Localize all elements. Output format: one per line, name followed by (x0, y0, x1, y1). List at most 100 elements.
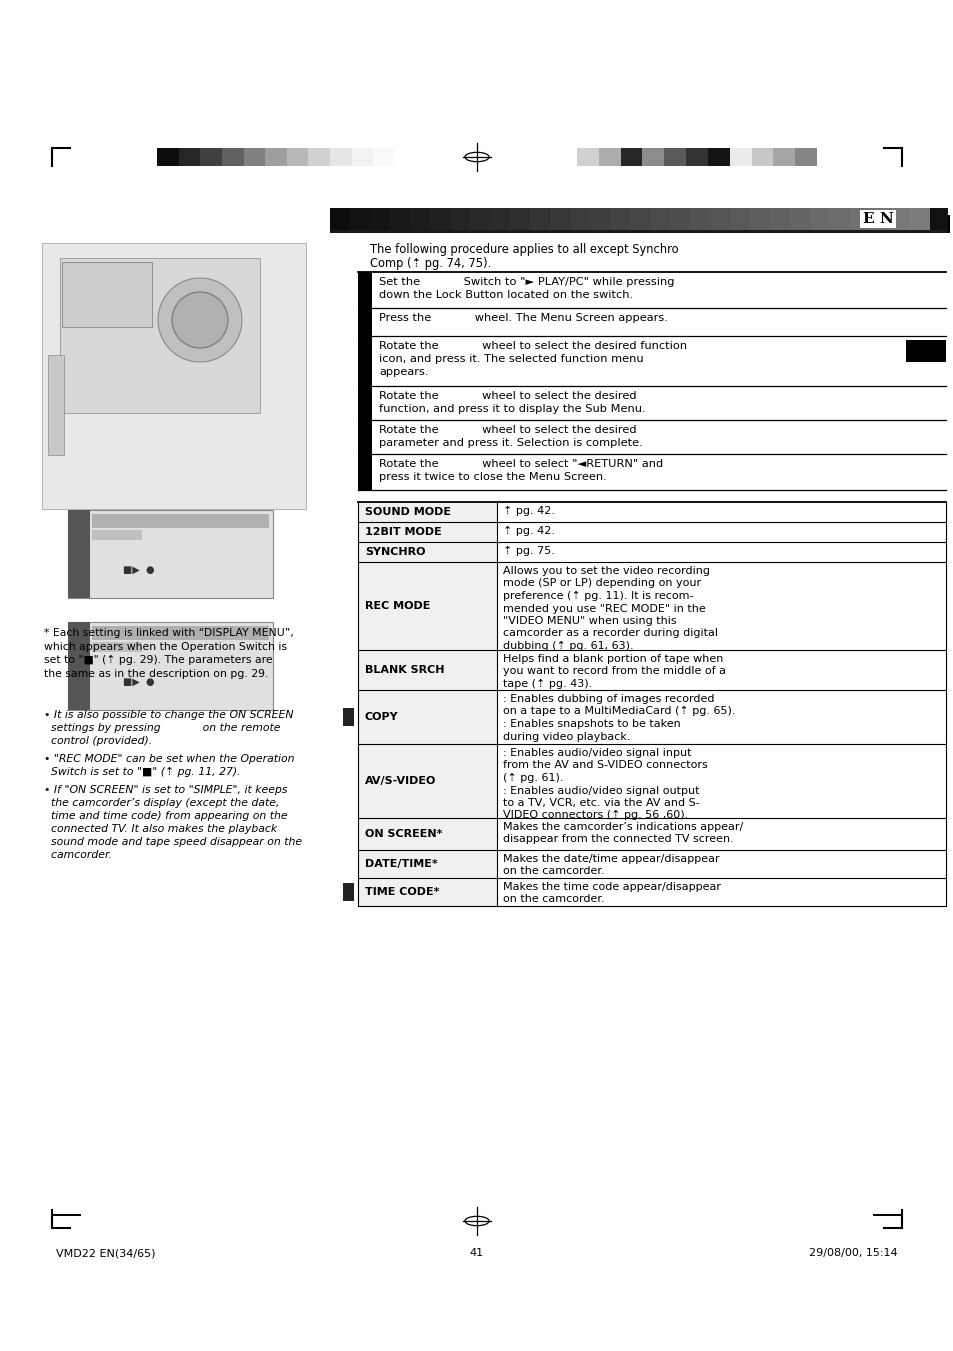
Text: parameter and press it. Selection is complete.: parameter and press it. Selection is com… (378, 438, 642, 449)
Text: DATE/TIME*: DATE/TIME* (365, 859, 437, 869)
Text: down the Lock Button located on the switch.: down the Lock Button located on the swit… (378, 290, 633, 300)
Bar (909, 215, 919, 232)
Bar (330, 215, 947, 232)
Bar (357, 562, 497, 650)
Text: VMD22 EN(34/65): VMD22 EN(34/65) (56, 1248, 155, 1258)
Bar (48, 355, 64, 455)
Bar (829, 208, 849, 230)
Bar (430, 208, 450, 230)
Bar (539, 215, 550, 232)
Bar (620, 149, 642, 166)
Bar (569, 215, 579, 232)
Bar (809, 208, 829, 230)
Bar (450, 215, 459, 232)
Bar (370, 215, 379, 232)
Bar (357, 454, 372, 490)
Bar (91, 642, 142, 653)
Bar (357, 744, 497, 817)
Bar (599, 215, 609, 232)
Bar (373, 149, 395, 166)
Bar (669, 215, 679, 232)
Bar (62, 262, 152, 327)
Text: • It is also possible to change the ON SCREEN: • It is also possible to change the ON S… (44, 711, 294, 720)
Bar (410, 215, 419, 232)
Bar (390, 215, 399, 232)
Text: ⇡ pg. 42.: ⇡ pg. 42. (502, 526, 555, 536)
Bar (729, 149, 751, 166)
Bar (350, 215, 359, 232)
Text: ON SCREEN*: ON SCREEN* (365, 830, 442, 839)
Bar (889, 215, 899, 232)
Bar (439, 215, 450, 232)
Text: from the AV and S-VIDEO connectors: from the AV and S-VIDEO connectors (502, 761, 707, 770)
Bar (343, 708, 354, 725)
Text: time and time code) from appearing on the: time and time code) from appearing on th… (44, 811, 287, 821)
Bar (357, 878, 497, 907)
Bar (357, 420, 372, 454)
Bar (490, 208, 510, 230)
Bar (357, 521, 497, 542)
Bar (68, 621, 273, 711)
Bar (795, 149, 817, 166)
Bar (510, 215, 519, 232)
Bar (470, 215, 479, 232)
Bar (91, 530, 142, 540)
Bar (530, 215, 539, 232)
Bar (659, 215, 669, 232)
Text: SOUND MODE: SOUND MODE (365, 507, 451, 517)
Text: E N: E N (862, 212, 892, 226)
Bar (800, 215, 809, 232)
Text: : Enables dubbing of images recorded: : Enables dubbing of images recorded (502, 694, 714, 704)
Bar (709, 208, 729, 230)
Text: dubbing (⇡ pg. 61, 63).: dubbing (⇡ pg. 61, 63). (502, 640, 633, 651)
Bar (357, 817, 497, 850)
Bar (641, 149, 664, 166)
Bar (919, 215, 929, 232)
Bar (459, 215, 470, 232)
Text: tape (⇡ pg. 43).: tape (⇡ pg. 43). (502, 680, 592, 689)
Bar (598, 149, 620, 166)
Bar (700, 215, 709, 232)
Bar (829, 215, 840, 232)
Text: the camcorder’s display (except the date,: the camcorder’s display (except the date… (44, 798, 279, 808)
Text: : Enables audio/video signal input: : Enables audio/video signal input (502, 748, 691, 758)
Bar (430, 215, 439, 232)
Bar (629, 208, 649, 230)
Text: on a tape to a MultiMediaCard (⇡ pg. 65).: on a tape to a MultiMediaCard (⇡ pg. 65)… (502, 707, 735, 716)
Bar (769, 208, 789, 230)
Bar (359, 215, 370, 232)
Bar (490, 215, 499, 232)
Bar (663, 149, 685, 166)
Text: 41: 41 (470, 1248, 483, 1258)
Bar (530, 208, 550, 230)
Bar (879, 215, 889, 232)
Bar (869, 208, 889, 230)
Text: on the camcorder.: on the camcorder. (502, 894, 604, 905)
Bar (689, 215, 700, 232)
Text: appears.: appears. (378, 367, 428, 377)
Bar (849, 208, 869, 230)
Text: on the camcorder.: on the camcorder. (502, 866, 604, 877)
Text: control (provided).: control (provided). (44, 736, 152, 746)
Bar (889, 208, 909, 230)
Bar (589, 215, 599, 232)
Bar (909, 208, 929, 230)
Text: The following procedure applies to all except Synchro: The following procedure applies to all e… (370, 243, 678, 255)
Bar (370, 208, 390, 230)
Bar (450, 208, 470, 230)
Bar (479, 215, 490, 232)
Text: VIDEO connectors (⇡ pg. 56 ,60).: VIDEO connectors (⇡ pg. 56 ,60). (502, 811, 687, 820)
Text: camcorder.: camcorder. (44, 850, 112, 861)
Text: ⇡ pg. 42.: ⇡ pg. 42. (502, 507, 555, 516)
Bar (609, 208, 629, 230)
Bar (769, 215, 780, 232)
Bar (399, 215, 410, 232)
Text: press it twice to close the Menu Screen.: press it twice to close the Menu Screen. (378, 471, 606, 482)
Text: Makes the time code appear/disappear: Makes the time code appear/disappear (502, 882, 720, 892)
Bar (669, 208, 689, 230)
Bar (773, 149, 795, 166)
Text: Makes the camcorder’s indications appear/: Makes the camcorder’s indications appear… (502, 821, 742, 832)
Text: AV/S-VIDEO: AV/S-VIDEO (365, 775, 436, 786)
Bar (760, 215, 769, 232)
Bar (809, 215, 820, 232)
